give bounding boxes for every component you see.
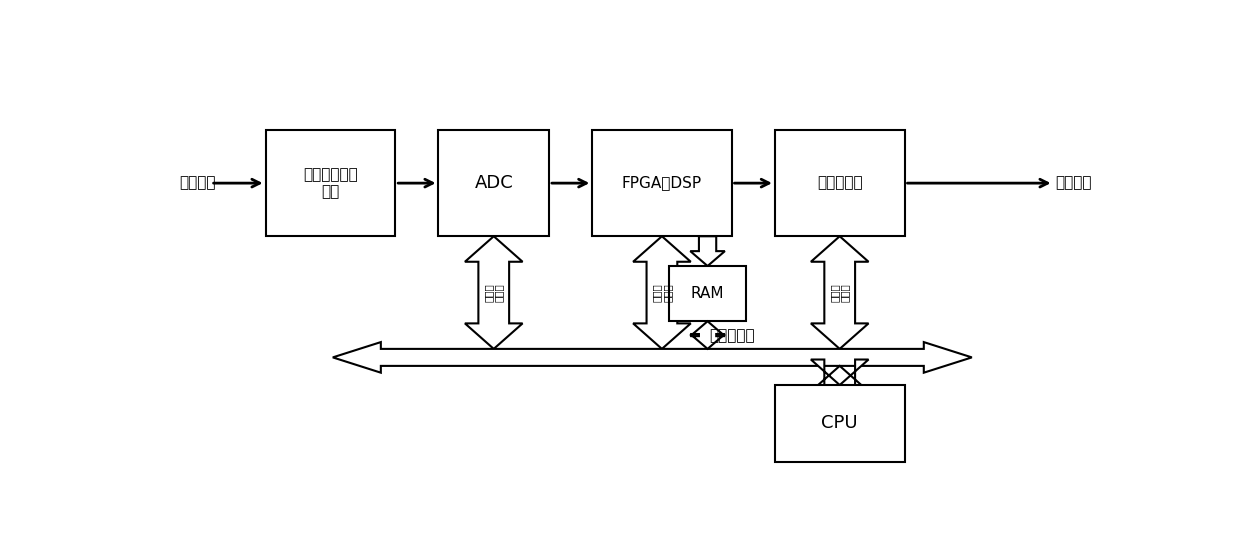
Bar — [670, 266, 746, 321]
Text: 射频输入: 射频输入 — [179, 176, 216, 190]
Bar — [265, 130, 396, 236]
Polygon shape — [332, 342, 972, 373]
Text: ADC: ADC — [475, 174, 513, 192]
Bar — [439, 130, 549, 236]
Text: 视频输出: 视频输出 — [1055, 176, 1092, 190]
Text: 命令控
制数据: 命令控 制数据 — [484, 283, 505, 302]
Bar — [775, 385, 905, 461]
Polygon shape — [811, 236, 868, 349]
Polygon shape — [691, 236, 725, 266]
Text: 模拟信号处理
单元: 模拟信号处理 单元 — [303, 167, 358, 199]
Text: CPU: CPU — [821, 414, 858, 432]
Text: 显卡或硬盘: 显卡或硬盘 — [817, 176, 863, 190]
Polygon shape — [634, 236, 691, 349]
Text: 命令控
制数据: 命令控 制数据 — [830, 283, 851, 302]
Text: RAM: RAM — [691, 286, 724, 301]
Bar — [593, 130, 732, 236]
Bar — [775, 130, 905, 236]
Text: 计算机总线: 计算机总线 — [709, 328, 754, 344]
Polygon shape — [465, 236, 522, 349]
Polygon shape — [811, 359, 868, 391]
Text: 命令控
制数据: 命令控 制数据 — [651, 283, 672, 302]
Polygon shape — [691, 321, 725, 349]
Text: FPGA或DSP: FPGA或DSP — [622, 176, 702, 190]
